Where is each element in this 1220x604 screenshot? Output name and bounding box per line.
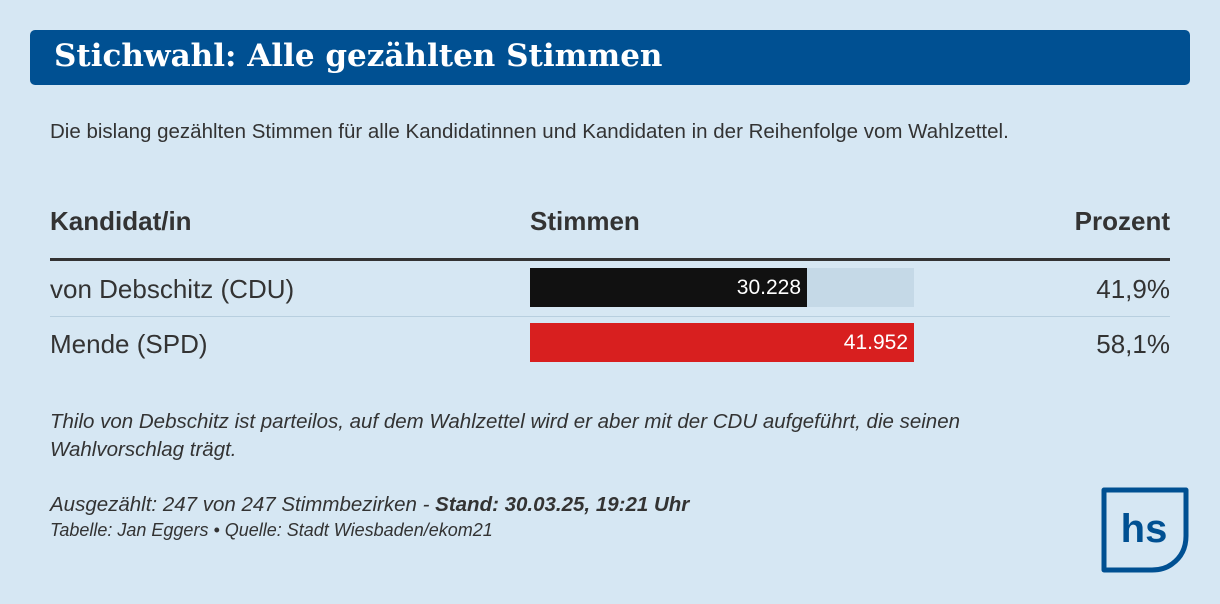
chart-title: Stichwahl: Alle gezählten Stimmen [54,38,663,74]
bar-value-label: 30.228 [736,276,801,299]
table-row: Mende (SPD) 41.952 58,1% [50,317,1170,371]
hs-logo: hs [1101,487,1189,573]
stand-text: Stand: 30.03.25, 19:21 Uhr [435,493,690,516]
header-votes: Stimmen [530,206,640,236]
bar-value-label: 41.952 [843,331,908,354]
footnote: Thilo von Debschitz ist parteilos, auf d… [50,410,961,461]
header-candidate: Kandidat/in [50,206,192,236]
bar-spd: 41.952 [530,323,914,362]
logo-text: hs [1121,507,1168,551]
title-bar: Stichwahl: Alle gezählten Stimmen [30,30,1190,85]
percent-value: 58,1% [1096,329,1170,359]
bar-cdu: 30.228 [530,268,807,307]
header-rule [50,258,1170,261]
footer: Ausgezählt: 247 von 247 Stimmbezirken - … [50,492,689,542]
counted-text: Ausgezählt: 247 von 247 Stimmbezirken - [50,493,436,516]
percent-value: 41,9% [1096,274,1170,304]
table-header: Kandidat/in Stimmen Prozent [50,206,1170,242]
candidate-name: Mende (SPD) [50,329,208,359]
footer-credit: Tabelle: Jan Eggers • Quelle: Stadt Wies… [50,520,493,540]
header-percent: Prozent [1074,206,1170,236]
footer-status: Ausgezählt: 247 von 247 Stimmbezirken - … [50,492,689,518]
bar-track: 30.228 [530,268,914,307]
chart-subtitle: Die bislang gezählten Stimmen für alle K… [50,120,1009,143]
candidate-name: von Debschitz (CDU) [50,274,295,304]
table-row: von Debschitz (CDU) 30.228 41,9% [50,262,1170,317]
bar-track: 41.952 [530,323,914,362]
